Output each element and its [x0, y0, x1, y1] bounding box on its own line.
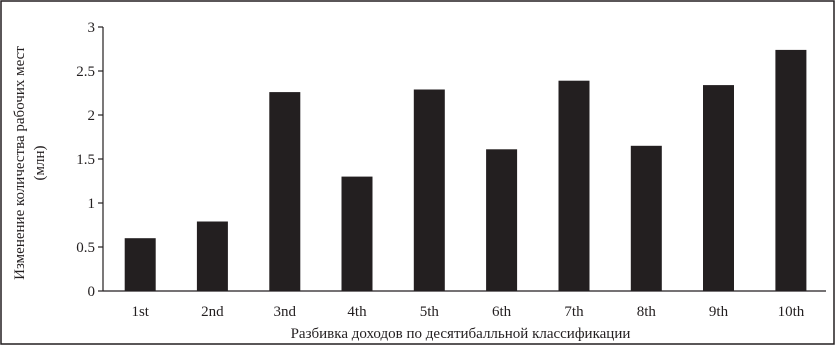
bar-6th: [486, 149, 518, 291]
bar-8th: [630, 145, 662, 291]
y-tick-label: 2.5: [76, 64, 95, 80]
y-tick-label: 0: [88, 284, 96, 300]
bar-4th: [341, 176, 373, 291]
x-axis-title: Разбивка доходов по десятибалльной класс…: [291, 326, 631, 342]
y-axis-title: Изменение количества рабочих мест (млн): [12, 46, 48, 280]
x-tick-label-10th: 10th: [778, 304, 805, 320]
y-axis-title-line2: (млн): [32, 146, 48, 181]
bar-3nd: [269, 92, 301, 291]
x-tick-label-5th: 5th: [420, 304, 440, 320]
bar-10th: [775, 49, 807, 292]
x-tick-label-3nd: 3nd: [274, 304, 297, 320]
bars: [124, 49, 807, 292]
y-tick-label: 1: [88, 196, 96, 212]
x-tick-label-6th: 6th: [492, 304, 512, 320]
bar-9th: [703, 85, 734, 291]
x-tick-label-1st: 1st: [131, 304, 149, 320]
y-tick-label: 3: [88, 20, 96, 36]
x-axis: 1st 2nd 3nd 4th 5th 6th 7th 8th 9th 10th: [103, 290, 826, 320]
x-tick-label-8th: 8th: [637, 304, 657, 320]
y-tick-label: 0.5: [76, 240, 95, 256]
y-axis: 0 0.5 1 1.5 2 2.5 3: [76, 20, 104, 300]
bar-1st: [124, 238, 156, 291]
y-tick-label: 2: [88, 108, 96, 124]
y-axis-title-line1: Изменение количества рабочих мест: [12, 46, 28, 280]
x-tick-label-7th: 7th: [564, 304, 584, 320]
bar-5th: [413, 89, 445, 291]
x-tick-label-9th: 9th: [709, 304, 729, 320]
bar-7th: [558, 80, 590, 291]
x-tick-label-4th: 4th: [347, 304, 367, 320]
x-tick-label-2nd: 2nd: [201, 304, 224, 320]
bar-2nd: [196, 221, 228, 291]
y-tick-label: 1.5: [76, 152, 95, 168]
